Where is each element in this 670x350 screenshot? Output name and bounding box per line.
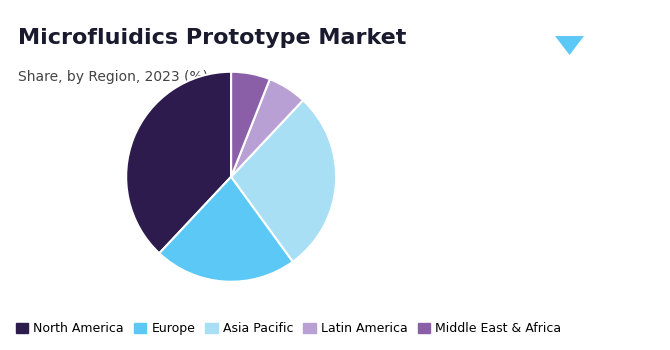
Wedge shape xyxy=(159,177,293,282)
Wedge shape xyxy=(231,72,270,177)
Polygon shape xyxy=(555,36,584,55)
Text: Microfluidics Prototype Market: Microfluidics Prototype Market xyxy=(19,28,407,48)
Text: $700.0M: $700.0M xyxy=(492,119,641,147)
Text: Share, by Region, 2023 (%): Share, by Region, 2023 (%) xyxy=(19,70,208,84)
Legend: North America, Europe, Asia Pacific, Latin America, Middle East & Africa: North America, Europe, Asia Pacific, Lat… xyxy=(11,317,566,340)
FancyBboxPatch shape xyxy=(616,20,657,55)
Wedge shape xyxy=(126,72,231,253)
FancyBboxPatch shape xyxy=(482,20,523,55)
Text: GRAND VIEW RESEARCH: GRAND VIEW RESEARCH xyxy=(517,61,622,69)
Wedge shape xyxy=(231,79,303,177)
Text: Global Market Size,
2023: Global Market Size, 2023 xyxy=(506,175,626,203)
Text: Source:
www.grandviewresearch.com: Source: www.grandviewresearch.com xyxy=(479,292,641,314)
FancyBboxPatch shape xyxy=(549,20,590,55)
Wedge shape xyxy=(231,100,336,262)
